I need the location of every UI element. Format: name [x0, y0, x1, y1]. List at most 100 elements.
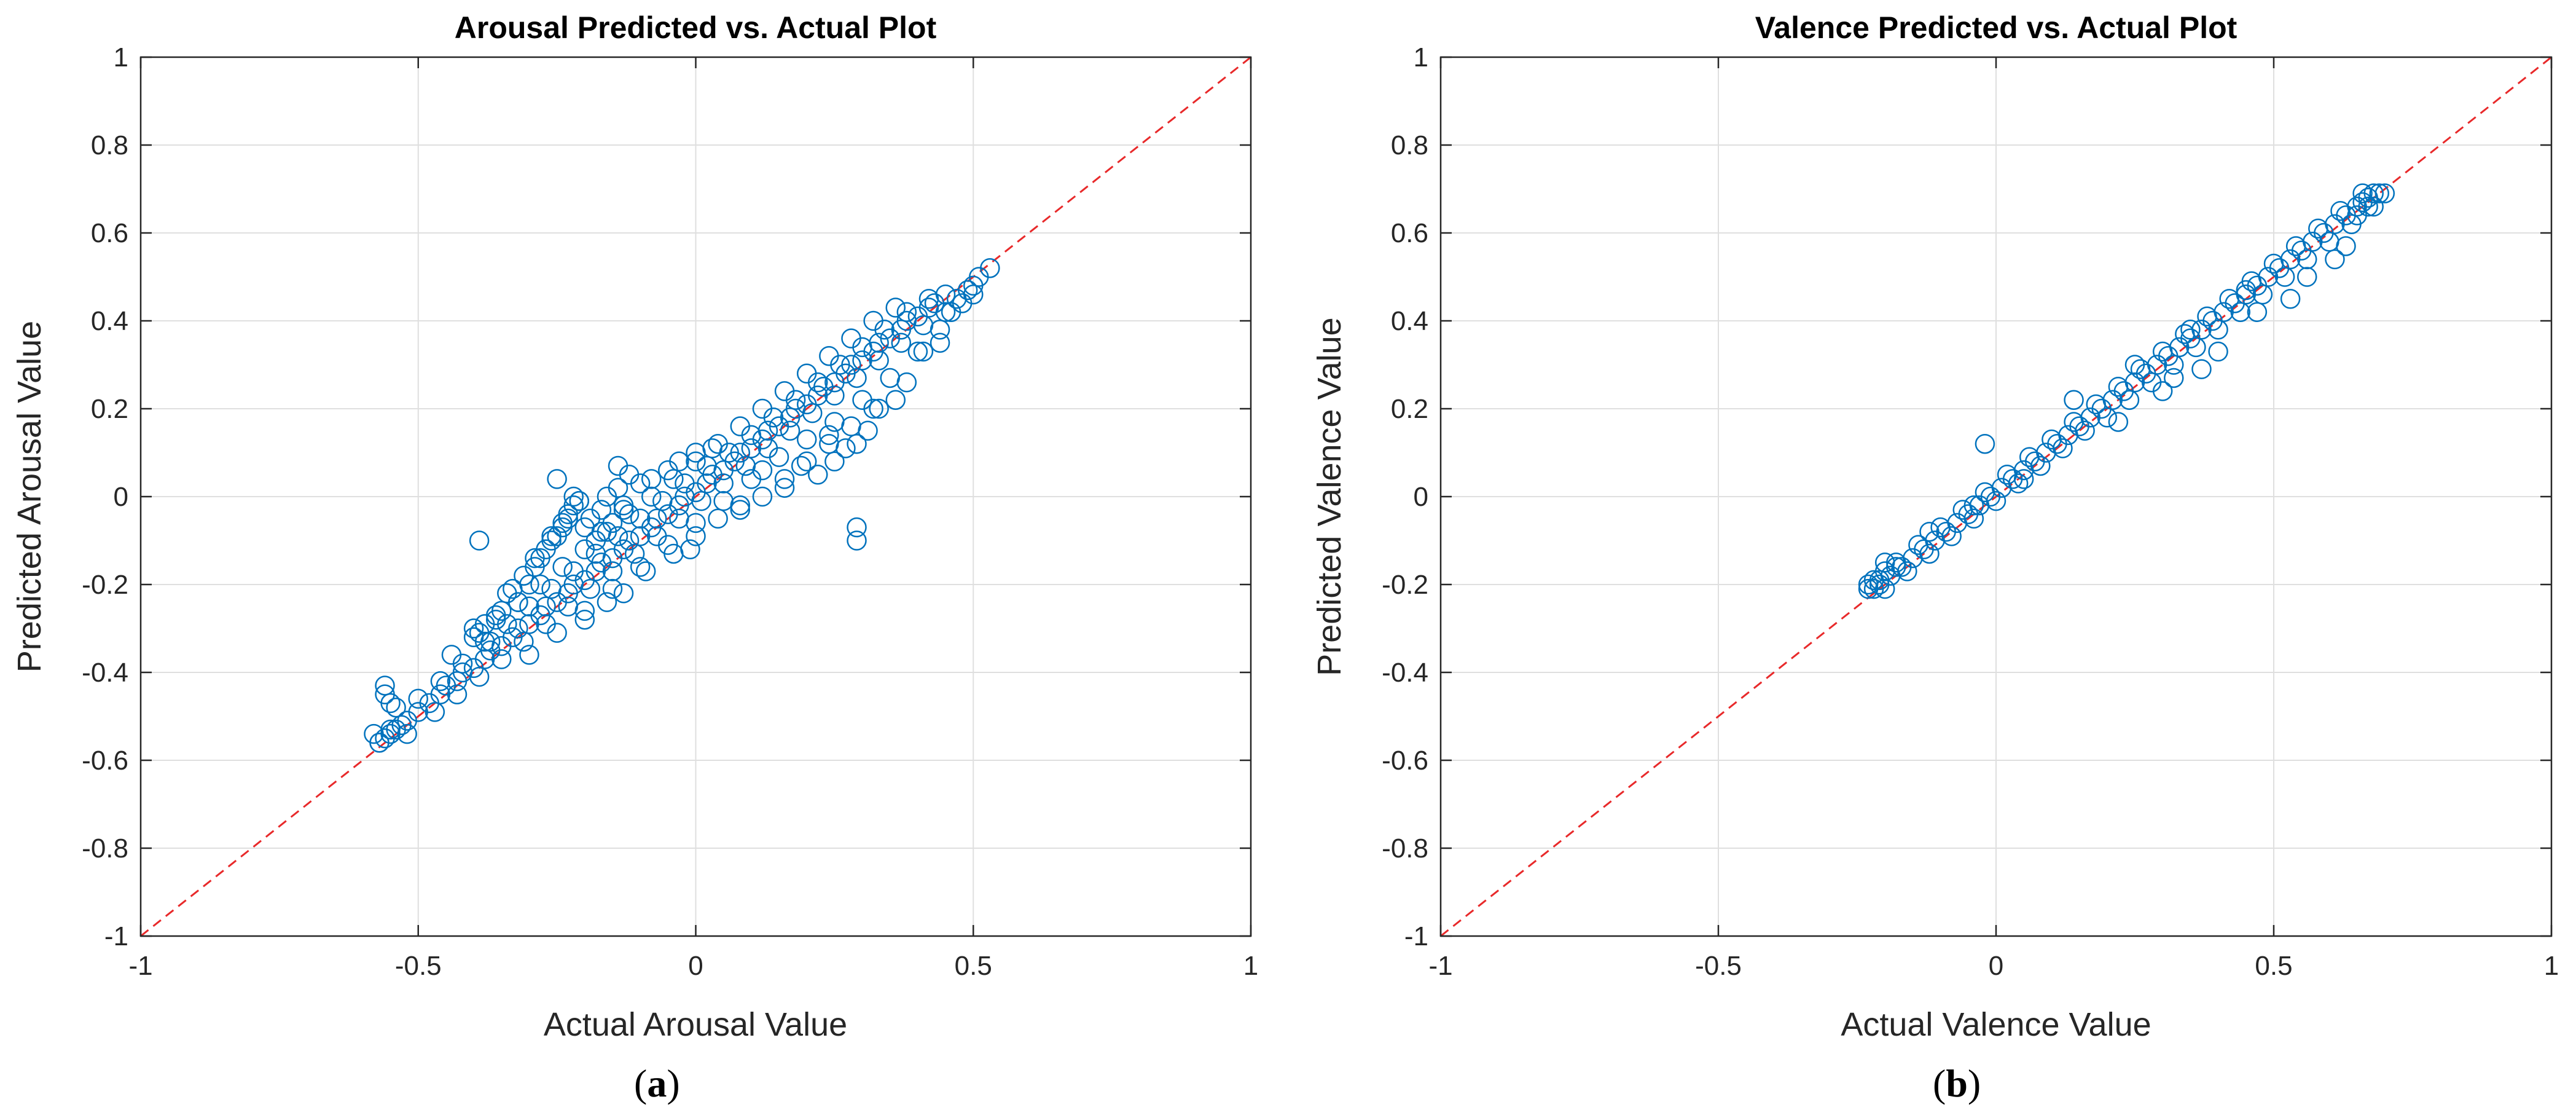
- y-tick-label: -0.4: [1382, 658, 1428, 688]
- data-point: [569, 490, 590, 511]
- data-point: [441, 645, 462, 665]
- data-point: [519, 645, 539, 665]
- data-point: [647, 508, 667, 529]
- data-point: [2208, 341, 2228, 362]
- x-tick-label: 0: [1989, 951, 2003, 981]
- data-point: [675, 473, 695, 494]
- data-point: [2030, 455, 2051, 476]
- data-point: [2097, 407, 2118, 428]
- data-point: [2230, 302, 2251, 322]
- y-tick-label: 1: [1414, 42, 1428, 73]
- data-point: [847, 368, 867, 388]
- data-point: [1963, 495, 1984, 516]
- data-point: [858, 420, 878, 441]
- data-point: [2191, 359, 2212, 379]
- panel-caption-letter: a: [647, 1061, 667, 1105]
- x-tick-label: -0.5: [395, 951, 442, 981]
- data-point: [841, 355, 861, 375]
- data-point: [891, 333, 912, 353]
- data-point: [1963, 508, 1984, 529]
- y-tick-labels: -1 -0.8 -0.6 -0.4 -0.2 0 0.2 0.4 0.6 0.8 1: [1382, 42, 1428, 951]
- data-point: [913, 341, 934, 362]
- data-point: [2274, 267, 2295, 287]
- panel-caption: (a): [634, 1061, 680, 1105]
- data-point: [930, 333, 950, 353]
- data-point: [602, 561, 623, 581]
- data-point: [624, 543, 645, 564]
- data-point: [774, 381, 795, 401]
- data-point: [847, 517, 867, 538]
- data-point: [819, 425, 839, 446]
- y-axis-label: Predicted Arousal Value: [11, 321, 48, 672]
- data-point: [847, 530, 867, 551]
- data-point: [541, 530, 562, 551]
- scatter-points: [1858, 183, 2395, 599]
- data-point: [508, 592, 528, 612]
- data-point: [491, 600, 512, 621]
- scatter-points: [364, 258, 1000, 753]
- data-point: [613, 583, 634, 604]
- data-point: [2280, 289, 2301, 309]
- y-tick-label: 0: [1414, 482, 1428, 512]
- data-point: [530, 574, 550, 595]
- data-point: [869, 350, 889, 371]
- data-point: [941, 302, 961, 322]
- data-point: [713, 490, 734, 511]
- data-point: [2053, 438, 2073, 459]
- data-point: [669, 508, 689, 529]
- data-point: [713, 473, 734, 494]
- data-point: [980, 258, 1000, 278]
- data-point: [836, 438, 856, 459]
- y-tick-label: -1: [104, 921, 128, 951]
- y-tick-labels: -1 -0.8 -0.6 -0.4 -0.2 0 0.2 0.4 0.6 0.8 1: [82, 42, 128, 951]
- data-point: [918, 289, 939, 309]
- data-point: [585, 543, 606, 564]
- diagonal-reference-line: [140, 56, 1251, 937]
- data-point: [536, 596, 556, 616]
- data-point: [957, 280, 978, 301]
- data-point: [1869, 574, 1890, 595]
- data-point: [563, 486, 584, 507]
- x-tick-labels: -1 -0.5 0 0.5 1: [128, 951, 1258, 981]
- data-point: [880, 368, 900, 388]
- data-point: [885, 297, 906, 318]
- data-point: [375, 675, 395, 696]
- data-point: [1919, 543, 1940, 564]
- data-point: [708, 433, 728, 454]
- data-point: [508, 618, 528, 639]
- data-point: [774, 478, 795, 498]
- data-point: [1886, 557, 1906, 577]
- data-point: [574, 600, 595, 621]
- data-point: [796, 451, 817, 472]
- data-point: [1941, 526, 1962, 546]
- data-point: [2236, 280, 2257, 301]
- data-point: [514, 631, 534, 652]
- data-point: [2363, 196, 2384, 217]
- data-point: [630, 508, 651, 529]
- data-point: [641, 469, 662, 489]
- data-point: [896, 302, 917, 322]
- data-point: [2369, 183, 2390, 203]
- x-tick-labels: -1 -0.5 0 0.5 1: [1428, 951, 2559, 981]
- data-point: [1919, 521, 1940, 542]
- data-point: [491, 649, 512, 669]
- data-point: [2308, 218, 2328, 239]
- data-point: [791, 455, 812, 476]
- data-point: [652, 490, 673, 511]
- data-point: [574, 609, 595, 630]
- y-tick-label: 0.8: [91, 130, 128, 160]
- data-point: [802, 403, 823, 423]
- panel-caption-letter: b: [1946, 1061, 1968, 1105]
- data-point: [2197, 306, 2217, 327]
- data-point: [602, 578, 623, 599]
- data-point: [547, 469, 567, 489]
- data-point: [2013, 469, 2034, 489]
- data-point: [547, 623, 567, 643]
- data-point: [641, 486, 662, 507]
- y-tick-label: -0.8: [82, 833, 128, 864]
- y-tick-label: 0.4: [91, 306, 128, 336]
- data-point: [369, 733, 390, 753]
- data-point: [730, 495, 751, 516]
- data-point: [2164, 368, 2184, 388]
